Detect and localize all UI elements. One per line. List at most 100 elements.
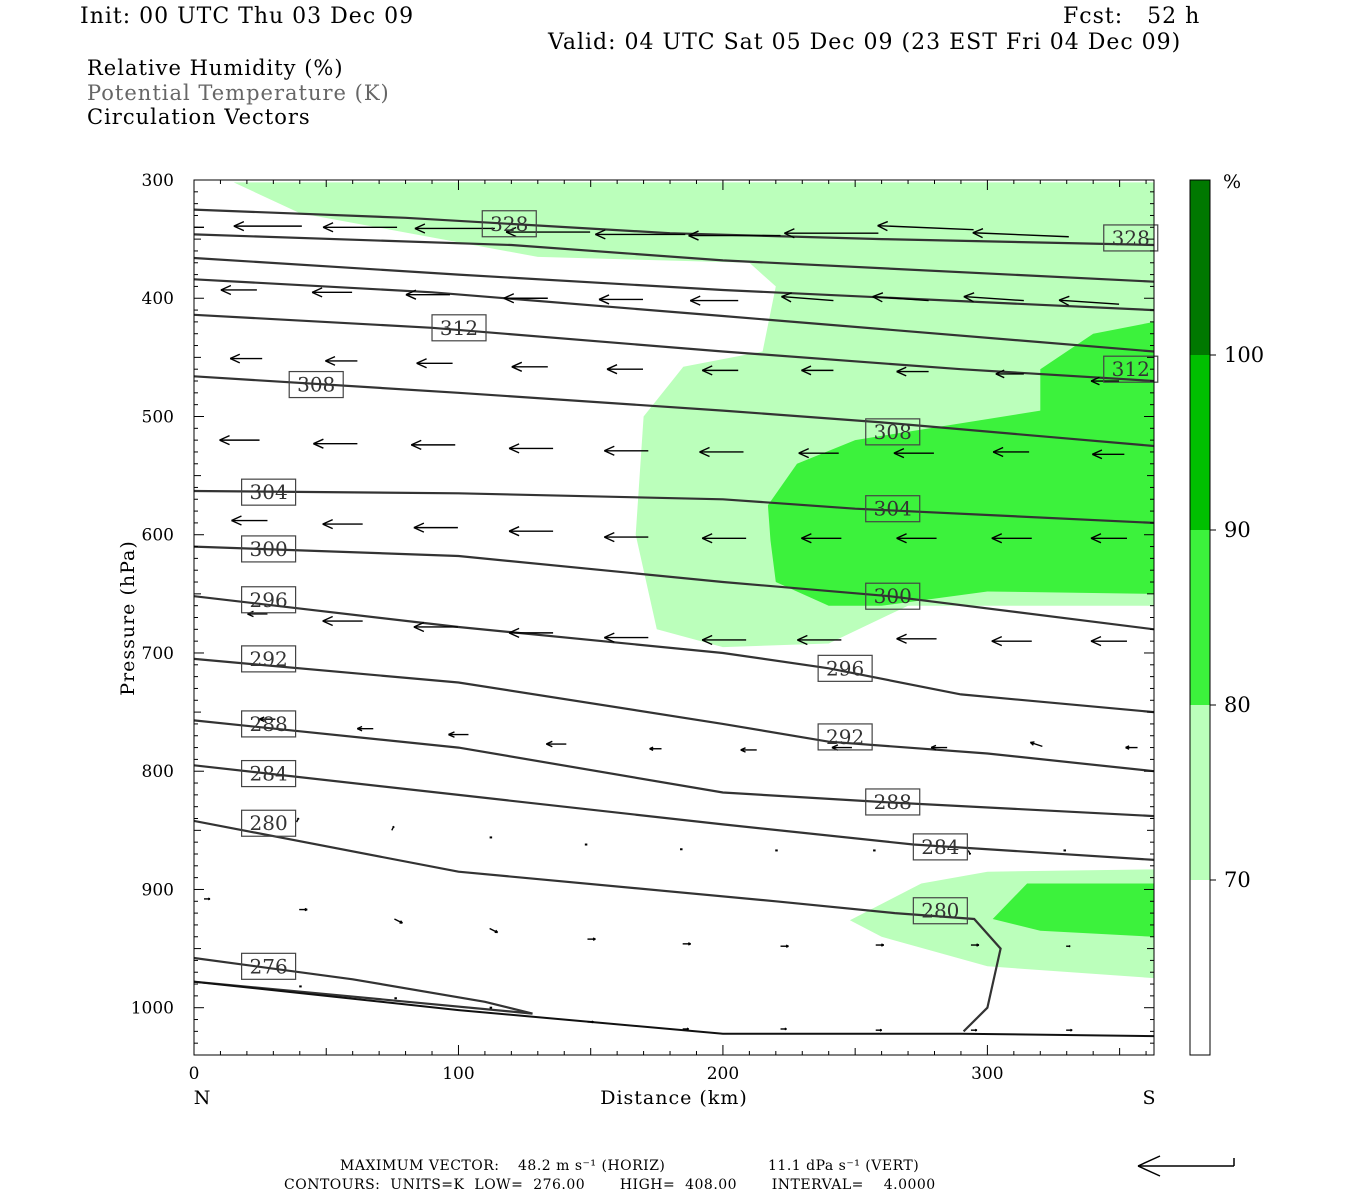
colorbar-segment-below-70 (1190, 880, 1210, 1055)
y-tick-label: 700 (142, 644, 174, 664)
circulation-vector-40 (231, 515, 268, 526)
circulation-vector-96 (875, 1028, 883, 1032)
circulation-vector-4 (505, 226, 591, 238)
circulation-vector-63 (546, 740, 567, 748)
circulation-vector-95 (780, 1027, 787, 1031)
contour-label-296-1: 296 (817, 654, 873, 682)
legend-potential-temperature: Potential Temperature (K) (87, 81, 390, 105)
y-tick-label: 500 (142, 407, 174, 427)
circulation-vector-97 (970, 1028, 978, 1032)
theta-contour-300 (194, 545, 1154, 631)
svg-text:312: 312 (1112, 357, 1150, 381)
circulation-vector-2 (322, 222, 398, 233)
x-tick-label: 200 (707, 1064, 739, 1084)
svg-text:300: 300 (874, 584, 912, 608)
circulation-vector-88 (970, 943, 980, 947)
circulation-vector-20 (229, 353, 263, 364)
svg-text:280: 280 (250, 811, 288, 835)
circulation-vector-24 (606, 364, 644, 375)
circulation-vector-53 (508, 627, 554, 639)
circulation-vector-57 (896, 633, 937, 644)
svg-text:304: 304 (874, 497, 912, 521)
circulation-vector-82 (394, 918, 403, 924)
circulation-vector-23 (511, 361, 548, 372)
circulation-vector-44 (604, 531, 649, 543)
circulation-vector-31 (313, 438, 358, 449)
circulation-vector-3 (414, 223, 495, 234)
y-tick-label: 800 (142, 762, 174, 782)
circulation-vector-70 (295, 817, 300, 823)
svg-text:296: 296 (250, 588, 288, 612)
circulation-vector-27 (896, 366, 929, 377)
circulation-vector-18 (963, 292, 1024, 303)
svg-text:288: 288 (250, 712, 288, 736)
circulation-vector-28 (995, 369, 1024, 379)
contour-info: CONTOURS: UNITS=K LOW= 276.00 HIGH= 408.… (284, 1177, 936, 1193)
y-tick-label: 900 (142, 880, 174, 900)
svg-text:292: 292 (826, 725, 864, 749)
max-vector-reference-arrow (1137, 1155, 1235, 1177)
svg-text:328: 328 (490, 212, 528, 236)
circulation-vector-37 (893, 448, 934, 459)
circulation-vector-10 (220, 284, 257, 296)
circulation-vector-22 (416, 358, 453, 369)
circulation-vector-6 (688, 230, 781, 241)
circulation-vector-61 (356, 725, 374, 732)
circulation-vector-16 (781, 292, 834, 303)
circulation-vector-14 (598, 294, 644, 305)
y-axis-title: Pressure (hPa) (117, 540, 139, 696)
contour-label-304-0: 304 (241, 478, 297, 506)
colorbar-label-90: 90 (1224, 518, 1251, 542)
circulation-vector-13 (503, 293, 548, 304)
theta-contour-312 (194, 313, 1154, 383)
circulation-vector-62 (448, 731, 469, 738)
contour-label-292-0: 292 (241, 645, 297, 673)
theta-contour-292 (194, 657, 1154, 773)
circulation-vector-52 (413, 621, 458, 633)
colorbar-segment-90-100 (1190, 355, 1210, 530)
circulation-vector-41 (322, 518, 363, 530)
colorbar-frame (1189, 179, 1211, 1056)
contour-label-328-1: 328 (1103, 224, 1159, 252)
x-axis-north-label: N (194, 1087, 211, 1109)
circulation-vector-98 (1066, 1028, 1073, 1032)
contour-label-308-1: 308 (865, 418, 921, 446)
circulation-vector-86 (780, 944, 789, 948)
theta-contour-324 (194, 233, 1154, 283)
max-vector-label: MAXIMUM VECTOR: (340, 1158, 500, 1174)
circulation-vector-39 (1092, 449, 1125, 460)
theta-contour-320 (194, 256, 1154, 312)
contour-label-284-0: 284 (241, 759, 297, 788)
circulation-vector-51 (322, 615, 363, 627)
theta-contour-288 (194, 719, 1154, 818)
contour-label-304-1: 304 (865, 495, 921, 523)
y-tick-label: 400 (142, 289, 174, 309)
circulation-vector-85 (682, 942, 691, 946)
theta-contour-316 (194, 278, 1154, 353)
svg-text:308: 308 (297, 373, 335, 397)
rh-region-80-90-1 (992, 883, 1154, 937)
circulation-vector-48 (991, 533, 1032, 544)
colorbar-segment-80-90 (1190, 530, 1210, 705)
colorbar-label-70: 70 (1224, 868, 1251, 892)
circulation-vector-84 (587, 937, 596, 941)
circulation-vector-19 (1058, 295, 1120, 306)
svg-text:300: 300 (250, 537, 288, 561)
forecast-hour: Fcst: 52 h (1063, 4, 1201, 29)
y-tick-label: 1000 (131, 999, 174, 1019)
circulation-vector-32 (410, 439, 456, 451)
theta-contour-276 (194, 956, 533, 1015)
circulation-vector-81 (299, 907, 308, 912)
circulation-vector-38 (992, 446, 1030, 458)
colorbar-segment-70-80 (1190, 705, 1210, 880)
svg-text:276: 276 (250, 954, 288, 978)
contour-label-312-0: 312 (431, 314, 487, 342)
x-tick-label: 100 (442, 1064, 474, 1084)
circulation-vector-29 (1090, 376, 1120, 386)
circulation-vector-34 (604, 445, 649, 456)
max-vector-horizontal: 48.2 m s⁻¹ (HORIZ) (518, 1158, 666, 1174)
circulation-vector-47 (896, 533, 937, 544)
circulation-vector-93 (587, 1020, 594, 1024)
contour-label-276-0: 276 (241, 952, 297, 980)
circulation-vector-5 (595, 229, 686, 240)
